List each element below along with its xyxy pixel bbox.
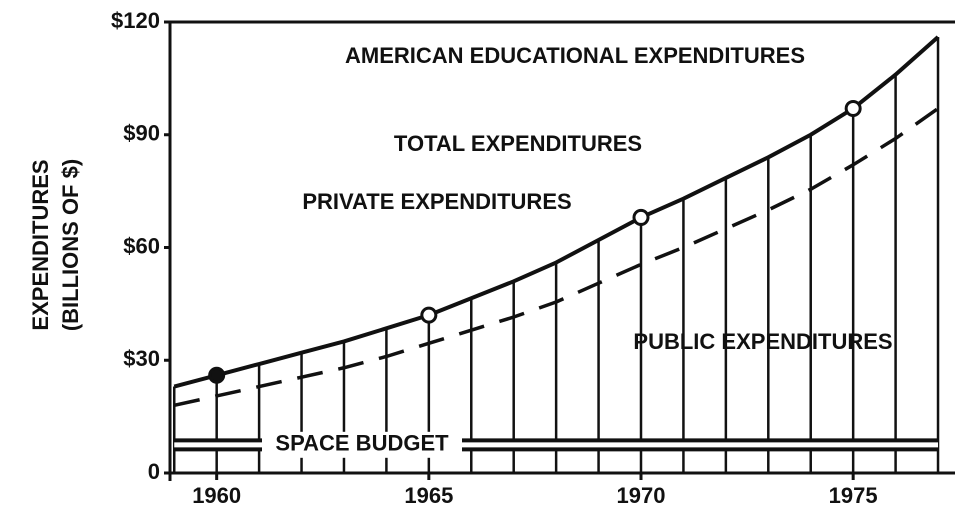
label-bg bbox=[262, 431, 462, 458]
series-line bbox=[173, 107, 940, 408]
series-line bbox=[173, 35, 940, 389]
y-tick-label: $90 bbox=[123, 121, 160, 146]
x-tick-label: 1965 bbox=[404, 483, 453, 507]
point-marker bbox=[208, 366, 226, 384]
series-label: PUBLIC EXPENDITURES bbox=[633, 329, 892, 354]
chart-title: AMERICAN EDUCATIONAL EXPENDITURES bbox=[345, 43, 805, 68]
y-tick-label: $60 bbox=[123, 233, 160, 258]
point-marker bbox=[844, 99, 862, 117]
y-tick-label: $30 bbox=[123, 346, 160, 371]
x-tick-label: 1960 bbox=[192, 483, 241, 507]
y-axis-label: EXPENDITURES bbox=[28, 159, 53, 330]
series-label: TOTAL EXPENDITURES bbox=[394, 131, 642, 156]
x-tick-label: 1970 bbox=[617, 483, 666, 507]
point-marker bbox=[632, 208, 650, 226]
x-tick-label: 1975 bbox=[829, 483, 878, 507]
series-label: SPACE BUDGET bbox=[275, 431, 449, 456]
y-axis-label: (BILLIONS OF $) bbox=[58, 159, 83, 331]
y-tick-label: 0 bbox=[148, 459, 160, 484]
point-marker bbox=[420, 306, 438, 324]
annotation: PRIVATE EXPENDITURES bbox=[302, 189, 571, 214]
y-tick-label: $120 bbox=[111, 8, 160, 33]
